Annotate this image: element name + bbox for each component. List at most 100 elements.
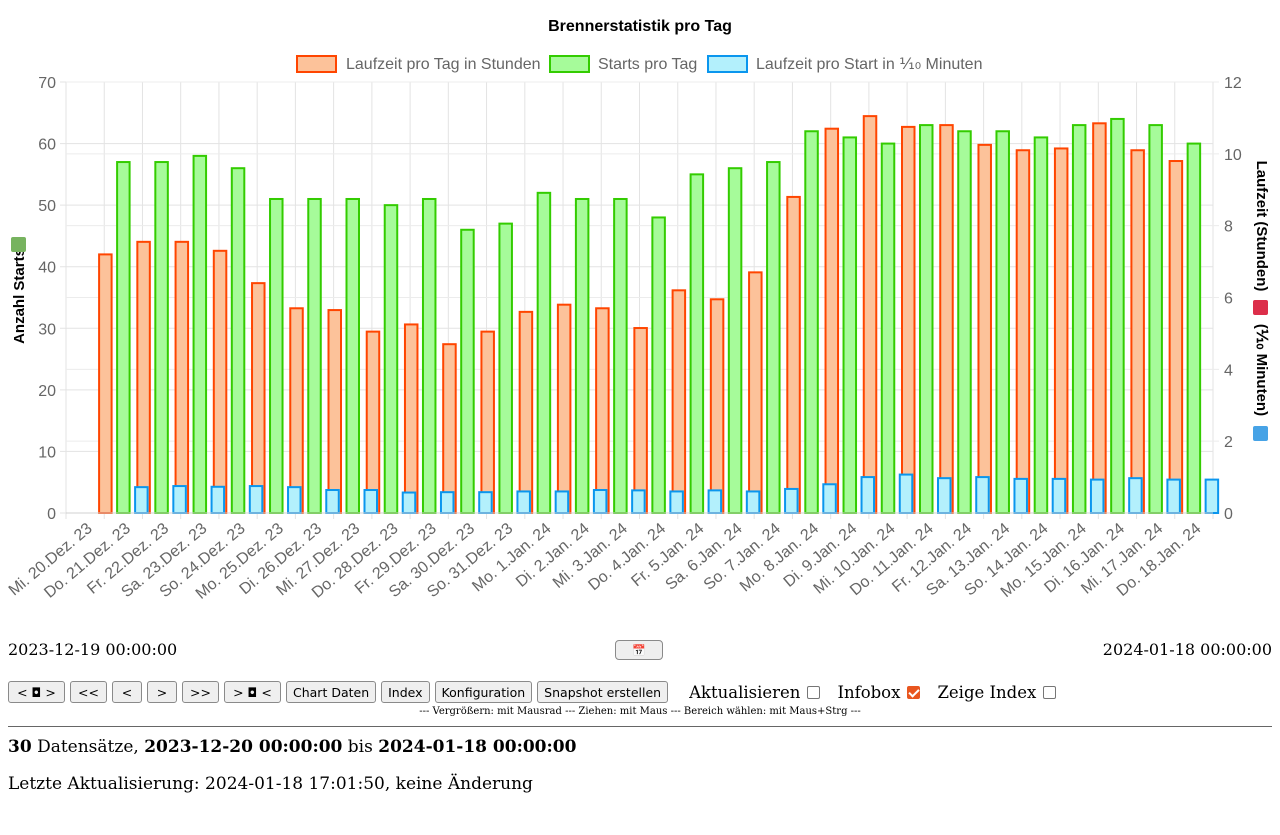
y-left-tick-label: 10 bbox=[38, 444, 56, 461]
bar-runtime bbox=[1130, 149, 1145, 514]
bar-runtime-per-start bbox=[439, 491, 455, 515]
zoom-in-button[interactable]: > ◘ < bbox=[224, 681, 281, 703]
bar-runtime-per-start bbox=[631, 489, 646, 514]
refresh-label: Aktualisieren bbox=[689, 682, 801, 702]
y-left-tick-label: 60 bbox=[38, 137, 56, 154]
bar-runtime-per-start bbox=[1128, 477, 1143, 514]
bar-runtime-per-start bbox=[745, 490, 761, 515]
bar-starts bbox=[1071, 124, 1087, 514]
bar-starts bbox=[880, 142, 896, 514]
legend-swatch bbox=[707, 55, 748, 73]
bar-starts bbox=[1110, 117, 1125, 514]
next-button[interactable]: > bbox=[147, 681, 177, 703]
calendar-button[interactable]: 📅 bbox=[615, 640, 663, 660]
bar-runtime-per-start bbox=[669, 490, 684, 515]
y-right-axis-label-hours: Laufzeit (Stunden) bbox=[1253, 161, 1270, 292]
bar-runtime bbox=[365, 330, 381, 514]
bar-runtime-per-start bbox=[937, 477, 952, 514]
bar-runtime bbox=[748, 271, 763, 514]
y-left-tick-label: 50 bbox=[38, 198, 56, 215]
bar-runtime bbox=[556, 303, 572, 514]
bar-runtime bbox=[136, 240, 151, 514]
bar-runtime bbox=[518, 310, 534, 514]
chart-data-button[interactable]: Chart Daten bbox=[286, 681, 377, 703]
range-start-label: 2023-12-19 00:00:00 bbox=[8, 640, 178, 659]
bar-starts bbox=[957, 130, 972, 514]
bar-starts bbox=[1033, 136, 1049, 515]
show-index-label: Zeige Index bbox=[937, 682, 1037, 702]
record-summary: 30 Datensätze, 2023-12-20 00:00:00 bis 2… bbox=[8, 737, 576, 757]
y-right-tick-label: 8 bbox=[1224, 219, 1233, 236]
bar-starts bbox=[804, 130, 819, 514]
summary-to: 2024-01-18 00:00:00 bbox=[378, 737, 577, 757]
y-left-tick-label: 0 bbox=[47, 506, 56, 523]
bar-runtime bbox=[786, 195, 801, 515]
y-right-tick-label: 6 bbox=[1224, 291, 1233, 308]
bar-runtime-per-start bbox=[172, 485, 187, 514]
bar-runtime-per-start bbox=[1089, 478, 1105, 515]
bar-runtime bbox=[595, 307, 610, 514]
bar-runtime-per-start bbox=[248, 485, 264, 514]
y-right-tick-label: 2 bbox=[1224, 434, 1233, 451]
usage-hint: --- Vergrößern: mit Mausrad --- Ziehen: … bbox=[419, 706, 861, 717]
bar-runtime-per-start bbox=[1051, 477, 1067, 515]
bar-starts bbox=[383, 204, 399, 514]
bar-starts bbox=[230, 167, 246, 514]
refresh-checkbox[interactable] bbox=[807, 685, 821, 699]
y-left-axis-label: Anzahl Starts bbox=[11, 248, 28, 344]
bar-runtime-per-start bbox=[516, 490, 531, 515]
legend-swatch bbox=[549, 55, 590, 73]
bar-runtime bbox=[251, 282, 266, 514]
chart-svg[interactable]: Brennerstatistik pro Tag 0 10 20 30 40 50 60 70 0… bbox=[0, 0, 1280, 625]
starts-axis-color-icon bbox=[11, 237, 26, 252]
legend-label: Laufzeit pro Tag in Stunden bbox=[346, 56, 541, 73]
toolbar: < ◘ > << < > >> > ◘ < Chart Daten Index … bbox=[8, 680, 1073, 704]
bar-starts bbox=[460, 228, 475, 514]
bar-runtime-per-start bbox=[1013, 477, 1028, 515]
bar-runtime-per-start bbox=[401, 491, 417, 514]
chart-area[interactable]: Brennerstatistik pro Tag 0 10 20 30 40 50 60 70 0… bbox=[0, 0, 1280, 625]
bar-runtime-per-start bbox=[478, 491, 493, 515]
checkbox-group: Aktualisieren Infobox Zeige Index bbox=[689, 683, 1073, 702]
legend-label: Laufzeit pro Start in ⅒ Minuten bbox=[756, 56, 982, 73]
bar-starts bbox=[421, 197, 437, 514]
record-count: 30 bbox=[8, 737, 32, 757]
bar-runtime-per-start bbox=[325, 489, 340, 515]
bar-runtime bbox=[824, 127, 840, 514]
bar-starts bbox=[689, 173, 705, 514]
y-left-tick-label: 40 bbox=[38, 260, 56, 277]
calendar-icon: 📅 bbox=[632, 645, 646, 657]
last-button[interactable]: >> bbox=[182, 681, 219, 703]
prev-button[interactable]: < bbox=[112, 681, 142, 703]
infobox-checkbox[interactable] bbox=[907, 685, 921, 699]
bar-runtime bbox=[403, 323, 419, 514]
snapshot-button[interactable]: Snapshot erstellen bbox=[537, 681, 669, 703]
bar-starts bbox=[116, 161, 131, 515]
bar-runtime bbox=[1053, 147, 1069, 514]
bar-runtime bbox=[212, 249, 228, 515]
legend-swatch bbox=[296, 55, 337, 73]
bar-runtime bbox=[633, 327, 648, 515]
bar-starts bbox=[345, 197, 360, 514]
bar-runtime bbox=[480, 330, 495, 514]
zoom-out-button[interactable]: < ◘ > bbox=[8, 681, 65, 703]
first-button[interactable]: << bbox=[70, 681, 107, 703]
bar-runtime-per-start bbox=[1204, 478, 1220, 515]
bar-starts bbox=[766, 161, 781, 515]
record-count-label: Datensätze, bbox=[31, 737, 145, 757]
chart-title: Brennerstatistik pro Tag bbox=[548, 18, 732, 35]
y-right-axis-label-minutes: (⅒ Minuten) bbox=[1253, 324, 1270, 416]
index-button[interactable]: Index bbox=[381, 681, 430, 703]
divider bbox=[8, 726, 1272, 727]
bar-runtime bbox=[98, 253, 113, 514]
show-index-checkbox[interactable] bbox=[1043, 685, 1057, 699]
config-button[interactable]: Konfiguration bbox=[434, 681, 533, 703]
bar-runtime bbox=[671, 289, 687, 515]
bar-runtime-per-start bbox=[784, 487, 799, 514]
bar-runtime-per-start bbox=[592, 489, 608, 515]
bar-runtime bbox=[862, 115, 878, 515]
bar-runtime bbox=[939, 124, 954, 514]
y-left-tick-label: 30 bbox=[38, 321, 56, 338]
bar-runtime bbox=[1092, 122, 1107, 514]
last-update: Letzte Aktualisierung: 2024-01-18 17:01:… bbox=[8, 774, 533, 794]
